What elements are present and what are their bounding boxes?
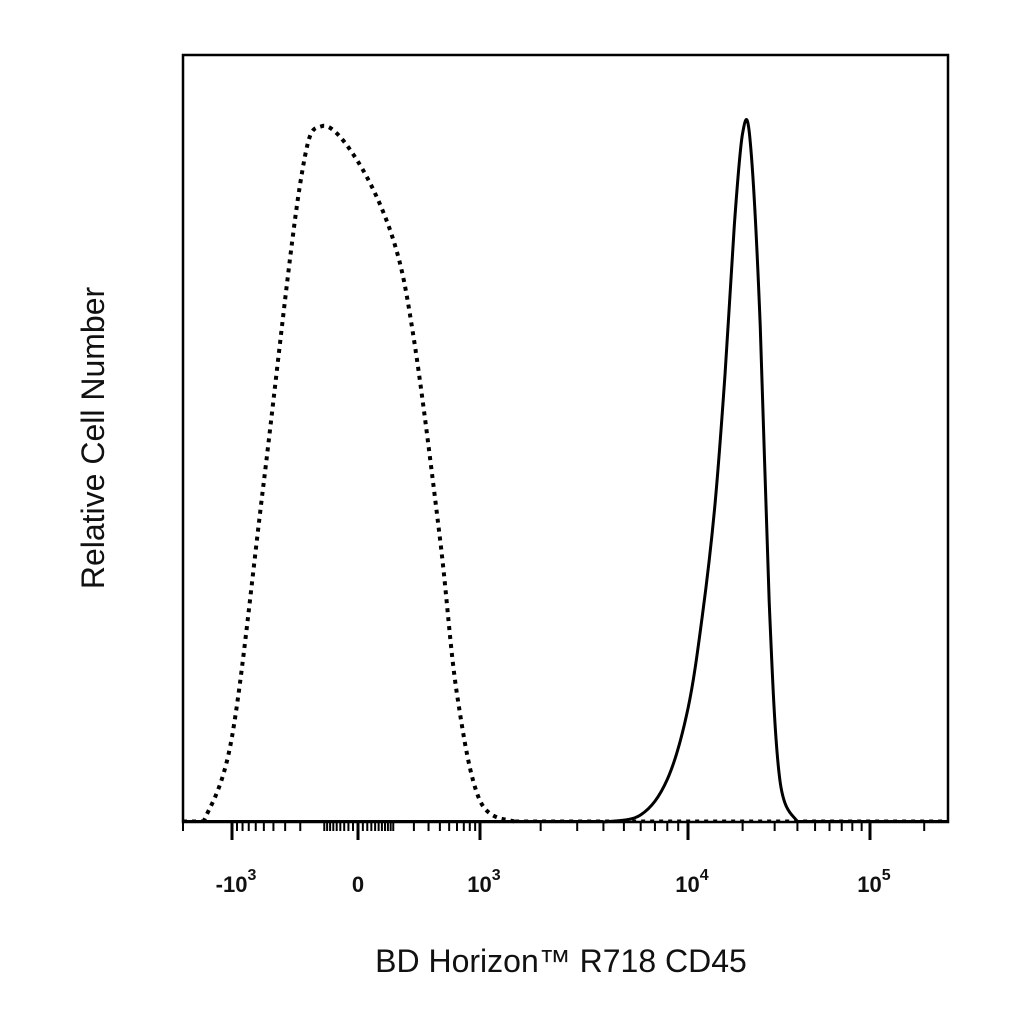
series-layer: [183, 118, 948, 824]
x-tick-label: 105: [857, 867, 890, 897]
x-tick-label: 103: [467, 867, 500, 897]
isotype-control-curve: [201, 123, 517, 824]
plot-frame: [181, 53, 950, 824]
x-tick-label: -103: [216, 867, 257, 897]
x-axis-ticks: [182, 822, 926, 840]
x-tick-label: 0: [352, 872, 364, 897]
x-axis-tick-labels: -103 0 103 104 105: [216, 867, 891, 897]
x-tick-label: 104: [675, 867, 708, 897]
x-axis-label: BD Horizon™ R718 CD45: [375, 943, 747, 979]
cd45-stained-curve: [603, 118, 799, 824]
y-axis-label: Relative Cell Number: [75, 286, 111, 589]
